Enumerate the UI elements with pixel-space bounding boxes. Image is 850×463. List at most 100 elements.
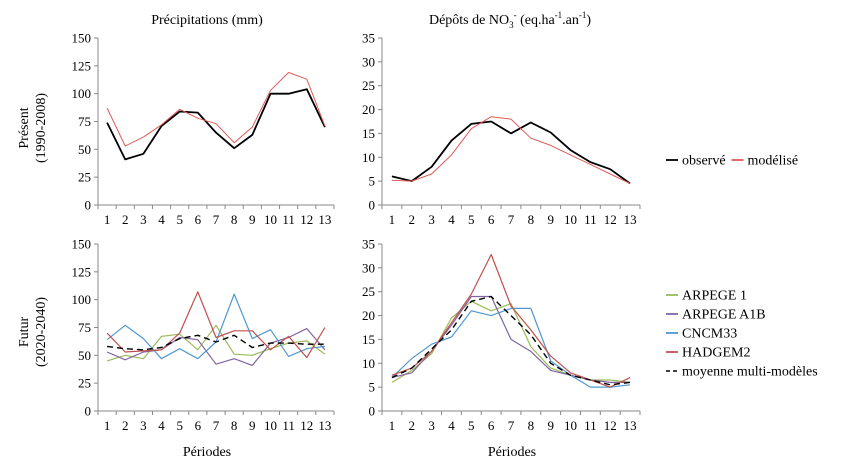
x-tick-label: 10	[564, 212, 577, 227]
title-precipitations: Précipitations (mm)	[151, 13, 263, 28]
x-tick-label: 13	[624, 418, 637, 433]
x-tick-label: 10	[264, 212, 277, 227]
y-tick-label: 75	[78, 114, 91, 129]
x-tick-label: 4	[448, 212, 455, 227]
series-line-arpege-1	[391, 300, 631, 383]
legend-label: CNCM33	[682, 327, 737, 342]
x-tick-label: 11	[584, 212, 597, 227]
xlabel-left: Périodes	[183, 445, 231, 460]
series-line-observ-	[391, 120, 631, 185]
x-tick-label: 3	[140, 418, 147, 433]
y-tick-label: 35	[362, 237, 375, 252]
x-tick-label: 2	[122, 212, 129, 227]
y-tick-label: 15	[362, 332, 375, 347]
x-tick-label: 5	[468, 418, 475, 433]
x-tick-label: 7	[213, 212, 220, 227]
series-line-arpege-a1b	[106, 328, 326, 366]
title-no3-deposits: Dépôts de NO3- (eq.ha-1.an-1)	[429, 10, 591, 30]
x-tick-label: 1	[104, 212, 111, 227]
legend-future: ARPEGE 1 ARPEGE A1B CNCM33 HADGEM2 moyenne m…	[666, 289, 818, 380]
row-label-future: Futur (2020-2040)	[17, 297, 49, 367]
legend-label: ARPEGE 1	[682, 289, 747, 304]
x-tick-label: 7	[508, 212, 515, 227]
series-line-cncm33	[391, 307, 631, 388]
x-tick-label: 10	[564, 418, 577, 433]
x-tick-label: 2	[122, 418, 129, 433]
x-tick-label: 4	[448, 418, 455, 433]
y-tick-label: 125	[72, 264, 92, 279]
y-tick-label: 35	[362, 31, 375, 46]
x-tick-label: 3	[140, 212, 147, 227]
y-tick-label: 10	[362, 356, 375, 371]
series-line-observ-	[106, 88, 326, 161]
x-tick-label: 9	[249, 212, 256, 227]
x-tick-label: 4	[158, 212, 165, 227]
x-tick-label: 13	[624, 212, 637, 227]
x-tick-label: 6	[488, 212, 495, 227]
y-tick-label: 25	[362, 284, 375, 299]
series-line-moyenne-multi-mod-les	[391, 295, 631, 386]
y-tick-label: 25	[78, 170, 91, 185]
x-tick-label: 7	[213, 418, 220, 433]
x-tick-label: 8	[231, 418, 238, 433]
x-tick-label: 1	[104, 418, 111, 433]
y-tick-label: 0	[85, 404, 92, 419]
series-line-mod-lis-	[391, 116, 631, 184]
x-tick-label: 9	[547, 212, 554, 227]
x-tick-label: 8	[231, 212, 238, 227]
x-tick-label: 5	[176, 212, 183, 227]
x-tick-label: 12	[300, 418, 313, 433]
x-tick-label: 9	[249, 418, 256, 433]
legend-label: moyenne multi-modèles	[682, 365, 818, 380]
legend-label: observé	[682, 154, 726, 169]
x-tick-label: 3	[428, 212, 435, 227]
x-tick-label: 1	[389, 418, 396, 433]
y-tick-label: 50	[78, 142, 91, 157]
y-tick-label: 150	[72, 31, 92, 46]
y-tick-label: 5	[369, 174, 376, 189]
x-tick-label: 9	[547, 418, 554, 433]
x-tick-label: 12	[604, 212, 617, 227]
x-tick-label: 13	[318, 418, 331, 433]
x-tick-label: 11	[282, 212, 295, 227]
y-tick-label: 25	[78, 376, 91, 391]
x-tick-label: 5	[468, 212, 475, 227]
x-tick-label: 2	[409, 212, 416, 227]
xlabel-right: Périodes	[488, 445, 536, 460]
legend-label: ARPEGE A1B	[682, 308, 766, 323]
x-tick-label: 4	[158, 418, 165, 433]
y-tick-label: 150	[72, 237, 92, 252]
y-tick-label: 75	[78, 320, 91, 335]
series-line-mod-lis-	[106, 72, 326, 147]
y-tick-label: 20	[362, 308, 375, 323]
x-tick-label: 6	[195, 418, 202, 433]
x-tick-label: 3	[428, 418, 435, 433]
x-tick-label: 12	[604, 418, 617, 433]
x-tick-label: 11	[282, 418, 295, 433]
x-tick-label: 2	[409, 418, 416, 433]
y-tick-label: 125	[72, 58, 92, 73]
x-tick-label: 8	[528, 212, 535, 227]
series-line-hadgem2	[391, 253, 631, 388]
y-tick-label: 5	[369, 380, 376, 395]
x-tick-label: 6	[195, 212, 202, 227]
y-tick-label: 50	[78, 348, 91, 363]
series-line-hadgem2	[106, 291, 326, 359]
x-tick-label: 6	[488, 418, 495, 433]
x-tick-label: 11	[584, 418, 597, 433]
x-tick-label: 8	[528, 418, 535, 433]
y-tick-label: 100	[72, 86, 92, 101]
y-tick-label: 15	[362, 126, 375, 141]
y-tick-label: 25	[362, 78, 375, 93]
y-tick-label: 10	[362, 150, 375, 165]
y-tick-label: 100	[72, 292, 92, 307]
x-tick-label: 12	[300, 212, 313, 227]
x-tick-label: 5	[176, 418, 183, 433]
legend-label: HADGEM2	[682, 346, 750, 361]
x-tick-label: 7	[508, 418, 515, 433]
